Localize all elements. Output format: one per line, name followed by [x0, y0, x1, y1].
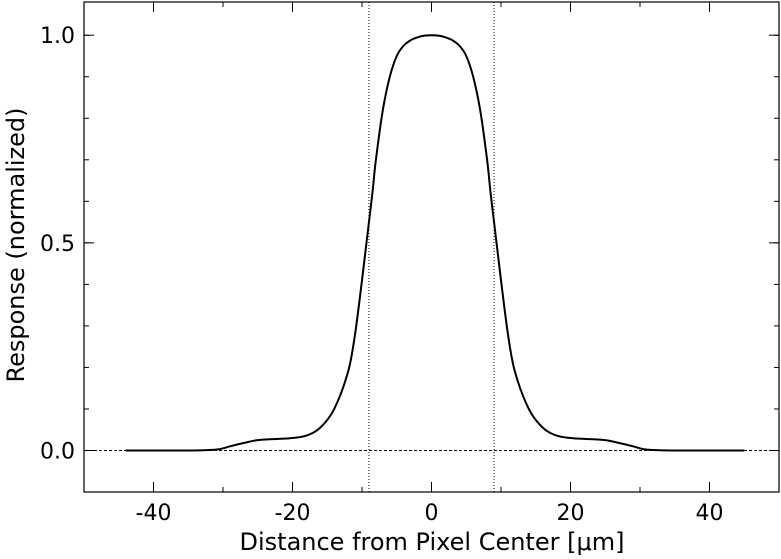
x-tick-label: 0	[425, 501, 439, 526]
x-tick-label: 20	[557, 501, 585, 526]
response-curve	[125, 34, 745, 452]
y-tick-label: 0.0	[40, 439, 75, 464]
y-tick-label: 0.5	[40, 232, 75, 257]
x-axis-label: Distance from Pixel Center [μm]	[240, 528, 625, 556]
x-tick-label: -40	[136, 501, 172, 526]
plot-layer: -40 -20 0 20 40 0.0 0.5 1.0	[40, 1, 780, 526]
y-tick-label: 1.0	[40, 24, 75, 49]
x-tick-label: -20	[275, 501, 311, 526]
plot-frame	[83, 1, 780, 493]
x-tick-label: 40	[696, 501, 724, 526]
y-axis-label: Response (normalized)	[2, 108, 30, 383]
